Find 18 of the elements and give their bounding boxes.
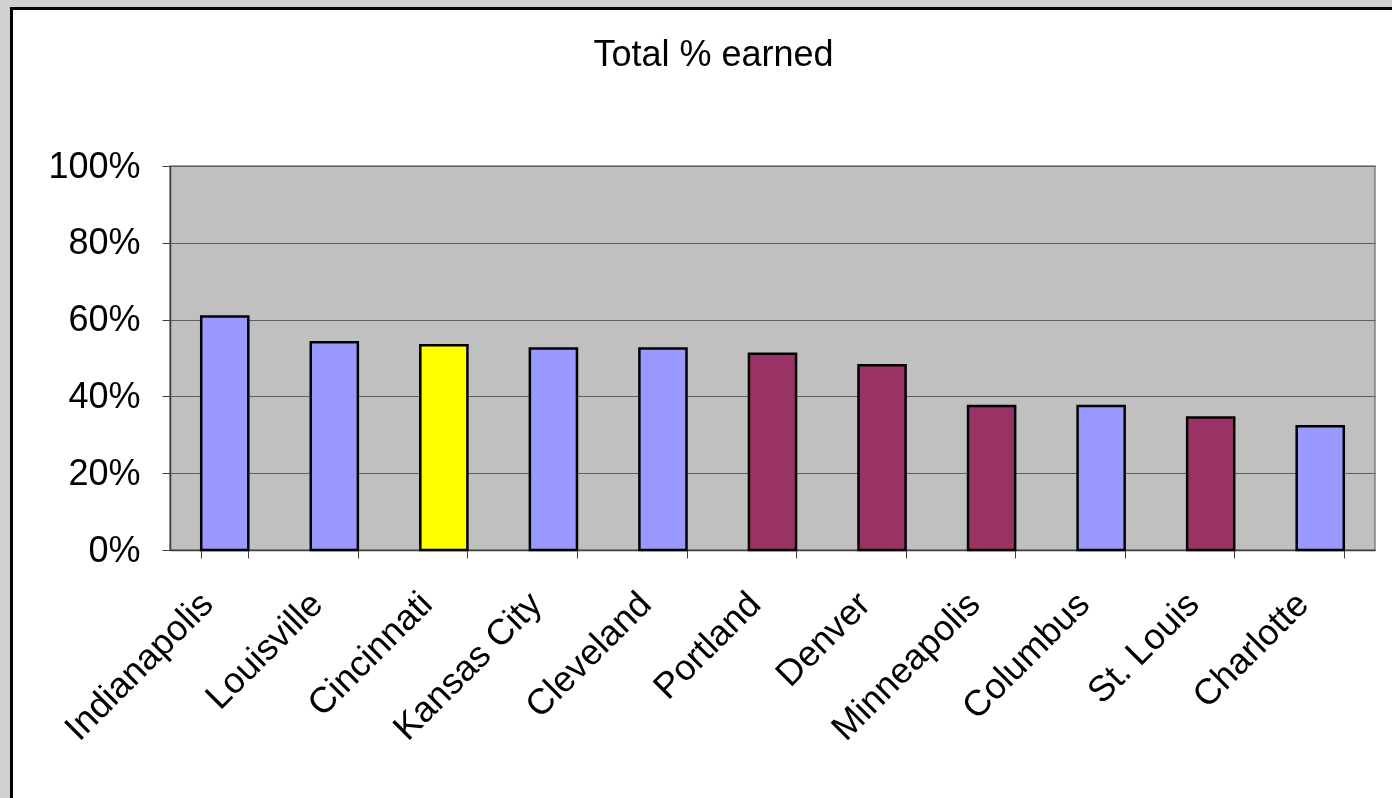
bar: [1295, 425, 1346, 552]
bar: [747, 352, 798, 552]
bar: [966, 404, 1017, 552]
bar: [528, 347, 579, 552]
y-tick-label: 60%: [68, 298, 141, 340]
y-tick-label: 0%: [88, 528, 141, 570]
bar: [309, 341, 360, 552]
y-tick-label: 40%: [68, 374, 141, 416]
y-tick-label: 100%: [48, 144, 141, 186]
bar: [1076, 404, 1126, 552]
bar: [199, 315, 250, 552]
chart-title: Total % earned: [593, 33, 834, 74]
y-tick-label: 80%: [68, 221, 141, 263]
bar: [857, 364, 907, 552]
y-tick-label: 20%: [68, 451, 141, 493]
bar: [419, 344, 469, 552]
bar: [638, 347, 688, 552]
bar: [1185, 416, 1236, 552]
